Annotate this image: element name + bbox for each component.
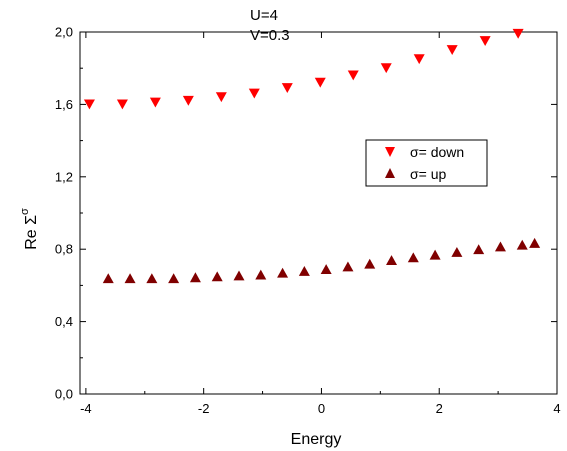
data-point-up xyxy=(364,258,376,269)
data-point-up xyxy=(277,267,289,278)
legend-label-down: σ= down xyxy=(410,144,464,160)
axis-ticks xyxy=(80,31,558,395)
data-point-up xyxy=(342,261,354,272)
data-point-up xyxy=(451,246,463,257)
y-tick-label: 1,2 xyxy=(55,169,73,184)
data-point-up xyxy=(124,273,136,284)
data-point-up xyxy=(298,265,310,276)
x-axis-title: Energy xyxy=(291,431,342,448)
data-point-down xyxy=(314,77,326,88)
data-point-up xyxy=(255,269,267,280)
legend-marker-down xyxy=(385,147,395,157)
data-points xyxy=(83,28,541,284)
data-point-down xyxy=(248,88,260,99)
data-point-up xyxy=(211,271,223,282)
y-tick-label: 2,0 xyxy=(55,25,73,40)
data-point-down xyxy=(149,97,161,108)
data-point-up xyxy=(168,273,180,284)
y-tick-label: 0,8 xyxy=(55,242,73,257)
legend-label-up: σ= up xyxy=(410,166,446,182)
data-point-up xyxy=(429,249,441,260)
x-tick-label: -4 xyxy=(80,401,92,416)
data-point-down xyxy=(83,99,95,110)
data-point-up xyxy=(473,244,485,255)
data-point-up xyxy=(146,273,158,284)
data-point-up xyxy=(386,255,398,266)
data-point-up xyxy=(189,272,201,283)
plot-area xyxy=(79,31,558,395)
data-point-down xyxy=(446,45,458,56)
data-point-up xyxy=(516,239,528,250)
y-tick-label: 0,4 xyxy=(55,314,73,329)
y-tick-label: 0,0 xyxy=(55,387,73,402)
data-point-down xyxy=(215,92,227,103)
data-point-down xyxy=(479,36,491,46)
annotation-v: V=0.3 xyxy=(250,27,290,44)
data-point-down xyxy=(281,83,293,94)
y-axis-title-main: Re Σ xyxy=(23,215,40,250)
x-tick-label: 0 xyxy=(318,401,325,416)
data-point-down xyxy=(380,63,392,74)
tick-labels: -4 -2 0 2 4 0,0 0,4 0,8 1,2 1,6 2,0 xyxy=(55,25,561,417)
data-point-down xyxy=(347,70,359,81)
y-axis-title: Re Σσ xyxy=(19,208,40,250)
data-point-up xyxy=(407,252,419,263)
data-point-up xyxy=(529,237,541,248)
data-point-up xyxy=(233,270,245,281)
data-point-up xyxy=(320,264,332,275)
x-tick-label: 4 xyxy=(553,401,560,416)
annotation-u: U=4 xyxy=(250,7,278,24)
data-point-up xyxy=(102,273,114,284)
x-tick-label: 2 xyxy=(436,401,443,416)
legend: σ= down σ= up xyxy=(365,139,488,187)
y-tick-label: 1,6 xyxy=(55,97,73,112)
data-point-down xyxy=(413,54,425,65)
x-tick-label: -2 xyxy=(198,401,210,416)
data-point-down xyxy=(116,99,128,110)
data-point-down xyxy=(182,95,194,106)
data-point-up xyxy=(494,241,506,252)
y-axis-title-superscript: σ xyxy=(19,208,31,215)
legend-marker-up xyxy=(385,168,395,178)
data-point-down xyxy=(512,28,524,39)
